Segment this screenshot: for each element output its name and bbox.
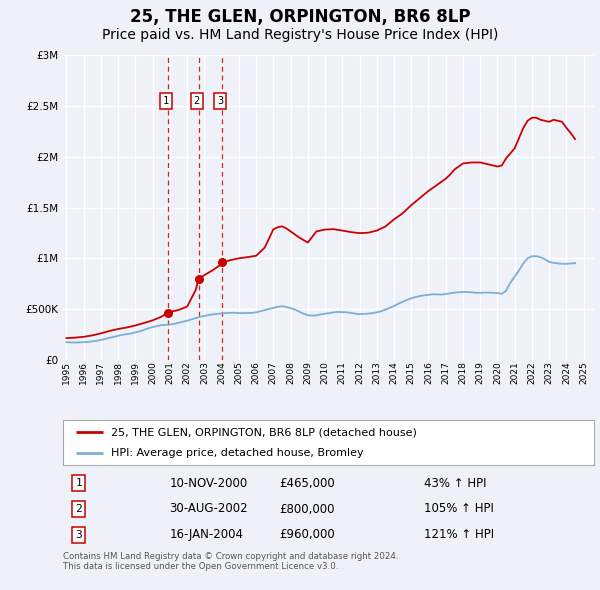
Text: 10-NOV-2000: 10-NOV-2000 [169, 477, 247, 490]
Text: Price paid vs. HM Land Registry's House Price Index (HPI): Price paid vs. HM Land Registry's House … [102, 28, 498, 42]
Text: 121% ↑ HPI: 121% ↑ HPI [424, 528, 494, 541]
Text: 3: 3 [217, 96, 224, 106]
Text: 25, THE GLEN, ORPINGTON, BR6 8LP (detached house): 25, THE GLEN, ORPINGTON, BR6 8LP (detach… [111, 427, 416, 437]
Text: HPI: Average price, detached house, Bromley: HPI: Average price, detached house, Brom… [111, 448, 364, 458]
Text: 1: 1 [163, 96, 169, 106]
Text: £465,000: £465,000 [280, 477, 335, 490]
Text: 1: 1 [76, 478, 82, 489]
Text: Contains HM Land Registry data © Crown copyright and database right 2024.
This d: Contains HM Land Registry data © Crown c… [63, 552, 398, 571]
Text: 105% ↑ HPI: 105% ↑ HPI [424, 503, 494, 516]
Text: 3: 3 [76, 530, 82, 540]
Text: 2: 2 [193, 96, 200, 106]
Text: 16-JAN-2004: 16-JAN-2004 [169, 528, 243, 541]
Text: £960,000: £960,000 [280, 528, 335, 541]
Text: 30-AUG-2002: 30-AUG-2002 [169, 503, 248, 516]
Text: 2: 2 [76, 504, 82, 514]
Text: 43% ↑ HPI: 43% ↑ HPI [424, 477, 487, 490]
Text: £800,000: £800,000 [280, 503, 335, 516]
Text: 25, THE GLEN, ORPINGTON, BR6 8LP: 25, THE GLEN, ORPINGTON, BR6 8LP [130, 8, 470, 26]
